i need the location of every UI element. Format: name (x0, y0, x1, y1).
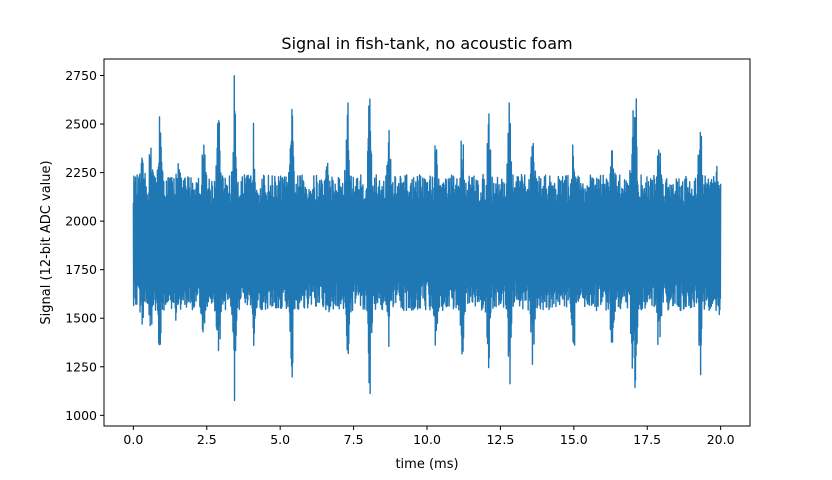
y-tick-label: 1000 (65, 408, 97, 423)
y-tick-label: 1250 (65, 359, 97, 374)
series-layer (132, 75, 722, 402)
x-tick-label: 20.0 (707, 432, 735, 447)
x-tick-label: 12.5 (486, 432, 514, 447)
y-tick-label: 2750 (65, 68, 97, 83)
axes-layer: 0.0 2.5 5.0 7.5 10.0 12.5 15.0 17.5 20.0 1000 1250… (65, 58, 751, 447)
x-tick-label: 10.0 (413, 432, 441, 447)
x-tick-label: 7.5 (344, 432, 364, 447)
x-tick-label: 5.0 (270, 432, 290, 447)
y-tick-label: 2000 (65, 214, 97, 229)
x-tick-label: 2.5 (197, 432, 217, 447)
y-axis-label: Signal (12-bit ADC value) (39, 160, 54, 324)
x-axis-label: time (ms) (395, 457, 458, 472)
x-tick-label: 0.0 (123, 432, 143, 447)
y-tick-label: 1500 (65, 311, 97, 326)
x-tick-label: 15.0 (560, 432, 588, 447)
series-line-0 (132, 75, 722, 402)
x-tick-label: 17.5 (633, 432, 661, 447)
y-tick-label: 2250 (65, 165, 97, 180)
chart-title: Signal in fish-tank, no acoustic foam (281, 34, 572, 53)
y-tick-label: 1750 (65, 262, 97, 277)
y-tick-label: 2500 (65, 117, 97, 132)
